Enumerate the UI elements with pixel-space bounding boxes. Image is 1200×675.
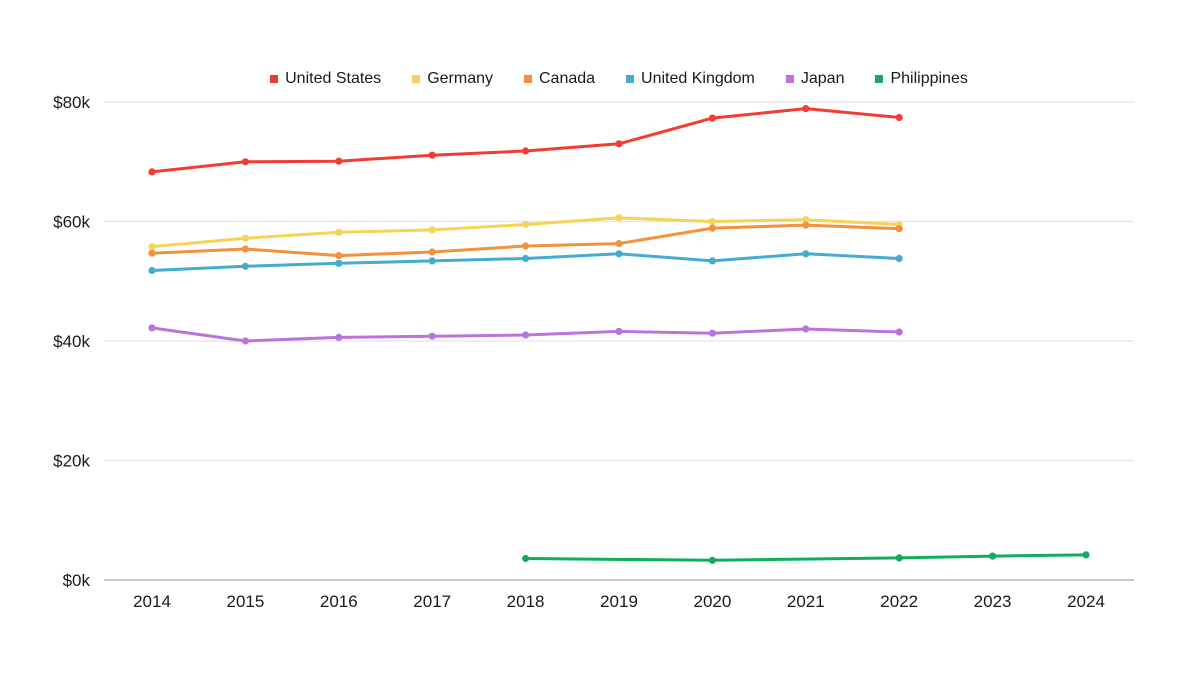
data-point-germany bbox=[708, 217, 717, 226]
y-tick-label: $60k bbox=[53, 213, 90, 232]
data-point-united-states bbox=[148, 168, 156, 176]
data-point-united-states bbox=[708, 114, 717, 122]
data-point-philippines bbox=[895, 554, 903, 562]
data-point-united-states bbox=[428, 151, 436, 159]
legend-label: United States bbox=[285, 70, 382, 87]
data-point-japan bbox=[335, 333, 343, 341]
x-tick-label: 2019 bbox=[600, 592, 638, 611]
series-line-philippines bbox=[524, 553, 1088, 562]
legend-label: Philippines bbox=[890, 70, 968, 87]
y-tick-label: $0k bbox=[63, 571, 91, 590]
data-point-germany bbox=[615, 214, 623, 222]
legend-item-germany[interactable]: Germany bbox=[412, 71, 493, 87]
x-tick-label: 2024 bbox=[1067, 592, 1105, 611]
data-point-canada bbox=[335, 252, 343, 260]
data-point-japan bbox=[708, 329, 717, 337]
legend-swatch-icon bbox=[785, 75, 794, 83]
x-tick-label: 2020 bbox=[693, 592, 731, 611]
x-tick-label: 2023 bbox=[974, 592, 1012, 611]
data-point-germany bbox=[335, 228, 343, 236]
data-point-canada bbox=[802, 221, 810, 229]
data-point-united-states bbox=[335, 157, 343, 165]
data-point-japan bbox=[895, 328, 903, 336]
data-point-canada bbox=[708, 224, 717, 232]
legend-swatch-icon bbox=[875, 75, 884, 83]
legend-swatch-icon bbox=[270, 75, 279, 83]
data-point-canada bbox=[241, 245, 249, 253]
chart-legend: United States Germany Canada United Kingdom… bbox=[104, 66, 1134, 92]
data-point-united-kingdom bbox=[895, 254, 903, 263]
legend-label: United Kingdom bbox=[641, 70, 755, 87]
legend-label: Canada bbox=[538, 70, 596, 87]
data-point-united-kingdom bbox=[241, 262, 249, 270]
x-tick-label: 2016 bbox=[320, 592, 358, 611]
legend-item-united-kingdom[interactable]: United Kingdom bbox=[626, 71, 755, 87]
legend-swatch-icon bbox=[626, 75, 635, 83]
data-point-canada bbox=[148, 249, 156, 257]
data-point-united-states bbox=[802, 105, 810, 113]
data-point-united-kingdom bbox=[428, 257, 436, 265]
series-line-united-states bbox=[150, 107, 901, 174]
x-tick-label: 2015 bbox=[226, 592, 264, 611]
data-point-united-kingdom bbox=[522, 254, 530, 263]
data-point-philippines bbox=[522, 554, 530, 563]
x-tick-label: 2014 bbox=[133, 592, 171, 611]
legend-swatch-icon bbox=[412, 75, 421, 83]
data-point-germany bbox=[802, 216, 810, 224]
data-point-united-states bbox=[895, 113, 903, 122]
data-point-germany bbox=[241, 234, 249, 242]
data-point-canada bbox=[522, 242, 530, 250]
data-point-canada bbox=[428, 248, 436, 256]
legend-label: Germany bbox=[427, 70, 493, 87]
x-tick-label: 2017 bbox=[413, 592, 451, 611]
data-point-canada bbox=[895, 225, 903, 233]
data-point-united-kingdom bbox=[615, 250, 623, 258]
y-tick-label: $40k bbox=[53, 332, 90, 351]
data-point-united-kingdom bbox=[708, 257, 717, 265]
data-point-japan bbox=[522, 331, 530, 339]
data-point-philippines bbox=[989, 552, 997, 560]
data-point-philippines bbox=[1082, 551, 1090, 559]
data-point-japan bbox=[428, 332, 436, 340]
data-point-canada bbox=[615, 240, 623, 248]
data-point-united-kingdom bbox=[148, 266, 156, 275]
data-point-japan bbox=[615, 327, 623, 335]
data-point-japan bbox=[241, 337, 249, 345]
x-tick-label: 2022 bbox=[880, 592, 918, 611]
data-point-japan bbox=[802, 325, 810, 333]
legend-item-philippines[interactable]: Philippines bbox=[875, 70, 968, 87]
legend-item-united-states[interactable]: United States bbox=[270, 71, 381, 87]
series-line-canada bbox=[150, 223, 901, 258]
data-point-germany bbox=[148, 243, 156, 251]
x-tick-label: 2021 bbox=[787, 592, 825, 611]
data-point-philippines bbox=[708, 556, 717, 564]
legend-swatch-icon bbox=[523, 75, 532, 83]
data-point-united-kingdom bbox=[802, 250, 810, 258]
legend-item-japan[interactable]: Japan bbox=[785, 70, 845, 87]
data-point-united-states bbox=[615, 140, 623, 148]
legend-item-canada[interactable]: Canada bbox=[523, 70, 596, 87]
data-point-japan bbox=[148, 324, 156, 332]
y-tick-label: $20k bbox=[53, 452, 90, 471]
data-point-united-states bbox=[522, 147, 530, 155]
x-tick-label: 2018 bbox=[507, 592, 545, 611]
data-point-united-kingdom bbox=[335, 259, 343, 267]
data-point-united-states bbox=[241, 158, 249, 166]
data-point-germany bbox=[428, 226, 436, 234]
legend-label: Japan bbox=[800, 70, 845, 87]
data-point-germany bbox=[522, 220, 530, 229]
y-tick-label: $80k bbox=[53, 93, 90, 112]
